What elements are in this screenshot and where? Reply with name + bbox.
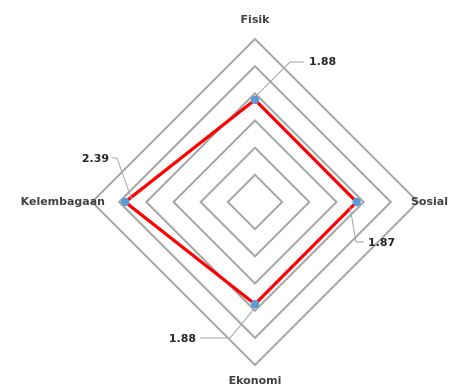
data-label-kelembagaan: 2.39 bbox=[82, 152, 109, 165]
leader-line-kelembagaan bbox=[112, 157, 133, 201]
grid-ring-3 bbox=[172, 119, 338, 285]
leader-line-fisik bbox=[255, 61, 304, 97]
leader-line-ekonomi bbox=[200, 308, 255, 339]
data-labels: 1.88 1.87 1.88 2.39 bbox=[82, 55, 395, 345]
data-point-sosial bbox=[352, 197, 361, 207]
data-point-kelembagaan bbox=[120, 197, 130, 207]
series-line bbox=[122, 97, 359, 307]
data-label-sosial: 1.87 bbox=[368, 236, 395, 249]
axis-label-fisik: Fisik bbox=[241, 13, 271, 26]
axis-labels: Fisik Sosial Ekonomi Kelembagaan bbox=[21, 13, 448, 387]
leader-lines bbox=[112, 61, 364, 339]
grid-ring-1 bbox=[226, 173, 284, 231]
axis-label-ekonomi: Ekonomi bbox=[229, 374, 282, 387]
marker-layer bbox=[120, 95, 361, 309]
axis-label-sosial: Sosial bbox=[411, 195, 448, 208]
grid-ring-4 bbox=[144, 91, 366, 313]
grid-ring-6 bbox=[90, 37, 420, 367]
data-label-ekonomi: 1.88 bbox=[169, 332, 196, 345]
data-point-fisik bbox=[250, 95, 260, 105]
grid-rings bbox=[90, 37, 420, 367]
data-label-fisik: 1.88 bbox=[309, 55, 336, 68]
axis-label-kelembagaan: Kelembagaan bbox=[21, 195, 105, 208]
series-layer bbox=[122, 97, 359, 307]
leader-line-sosial bbox=[349, 206, 364, 243]
grid-ring-2 bbox=[199, 146, 311, 258]
grid-ring-5 bbox=[117, 64, 393, 340]
data-point-ekonomi bbox=[250, 299, 260, 309]
